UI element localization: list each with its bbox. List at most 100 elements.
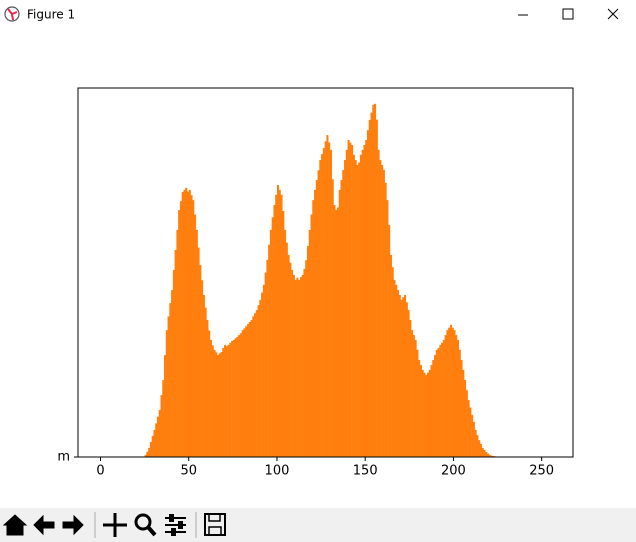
bar bbox=[305, 260, 308, 457]
bar bbox=[404, 294, 407, 457]
maximize-button[interactable] bbox=[562, 8, 574, 20]
bar bbox=[255, 310, 258, 457]
bar bbox=[183, 189, 186, 457]
bar bbox=[412, 335, 415, 457]
bar bbox=[328, 142, 331, 457]
bar bbox=[156, 416, 160, 457]
bar bbox=[292, 274, 295, 457]
bar bbox=[435, 349, 438, 457]
bar bbox=[194, 214, 197, 457]
bar bbox=[344, 160, 347, 458]
forward-button[interactable] bbox=[62, 514, 84, 536]
bar bbox=[171, 290, 174, 457]
bar bbox=[379, 160, 382, 458]
bar bbox=[224, 344, 227, 457]
bar bbox=[393, 279, 396, 457]
bar bbox=[467, 400, 470, 457]
configure-button[interactable] bbox=[165, 514, 186, 536]
bar bbox=[146, 451, 149, 457]
bar bbox=[179, 201, 182, 457]
bar bbox=[199, 265, 202, 457]
bar bbox=[236, 336, 239, 457]
bar bbox=[169, 303, 172, 457]
pan-button[interactable] bbox=[103, 513, 127, 537]
bar bbox=[400, 299, 403, 457]
bar bbox=[414, 339, 417, 457]
bar bbox=[419, 364, 422, 457]
bar bbox=[478, 440, 481, 457]
bar bbox=[153, 429, 156, 457]
bar bbox=[492, 455, 495, 457]
bar bbox=[465, 390, 468, 457]
bar bbox=[164, 355, 167, 457]
bar bbox=[291, 270, 294, 457]
bar bbox=[266, 259, 269, 457]
back-button[interactable] bbox=[33, 514, 55, 536]
bar bbox=[262, 284, 265, 457]
bar bbox=[356, 164, 359, 457]
bar bbox=[366, 130, 370, 457]
bar bbox=[481, 447, 484, 457]
bar bbox=[241, 330, 244, 457]
bar bbox=[441, 342, 444, 457]
bar bbox=[456, 339, 460, 457]
bar bbox=[186, 191, 190, 457]
bar bbox=[232, 339, 235, 457]
bar bbox=[278, 189, 281, 457]
bar bbox=[405, 302, 408, 457]
bar bbox=[231, 341, 234, 457]
bar bbox=[252, 316, 255, 457]
bar bbox=[269, 229, 272, 457]
bar bbox=[462, 369, 465, 457]
bar bbox=[151, 435, 154, 457]
bar bbox=[245, 326, 248, 457]
bar bbox=[174, 250, 177, 457]
bar bbox=[294, 279, 297, 457]
zoom-button[interactable] bbox=[134, 513, 157, 537]
bar bbox=[268, 244, 271, 457]
bar bbox=[326, 135, 329, 457]
bar bbox=[444, 335, 447, 457]
bar bbox=[409, 319, 412, 457]
bar bbox=[296, 277, 299, 457]
bar bbox=[298, 279, 301, 457]
bar bbox=[384, 182, 387, 457]
x-tick-label: 100 bbox=[265, 464, 290, 479]
y-tick-label: m bbox=[57, 450, 70, 465]
bar bbox=[165, 330, 168, 457]
close-button[interactable] bbox=[607, 8, 619, 20]
bar bbox=[162, 380, 165, 457]
bar bbox=[195, 229, 198, 457]
bar bbox=[458, 349, 461, 457]
bar bbox=[310, 214, 313, 457]
bar bbox=[426, 372, 430, 457]
bar bbox=[428, 369, 431, 457]
bar bbox=[471, 414, 474, 457]
bar bbox=[453, 330, 456, 457]
bar bbox=[434, 355, 437, 457]
bar bbox=[474, 429, 477, 457]
bar bbox=[335, 209, 338, 457]
bar bbox=[248, 322, 251, 457]
bar bbox=[284, 229, 287, 457]
bar bbox=[176, 229, 179, 457]
home-button[interactable] bbox=[2, 514, 28, 536]
bar bbox=[439, 344, 442, 457]
bar bbox=[149, 441, 152, 457]
bar bbox=[483, 449, 486, 457]
bar bbox=[365, 140, 368, 458]
save-button[interactable] bbox=[204, 513, 226, 536]
bar bbox=[215, 352, 218, 457]
bar bbox=[329, 149, 332, 457]
bar bbox=[160, 395, 163, 457]
bar bbox=[331, 179, 334, 457]
bar bbox=[407, 310, 410, 457]
bar bbox=[264, 272, 267, 457]
bar bbox=[276, 184, 280, 457]
bar bbox=[423, 372, 426, 457]
bar bbox=[351, 144, 354, 457]
bar bbox=[391, 267, 394, 457]
bar bbox=[432, 360, 435, 457]
bar bbox=[172, 270, 175, 457]
bar bbox=[202, 294, 205, 457]
